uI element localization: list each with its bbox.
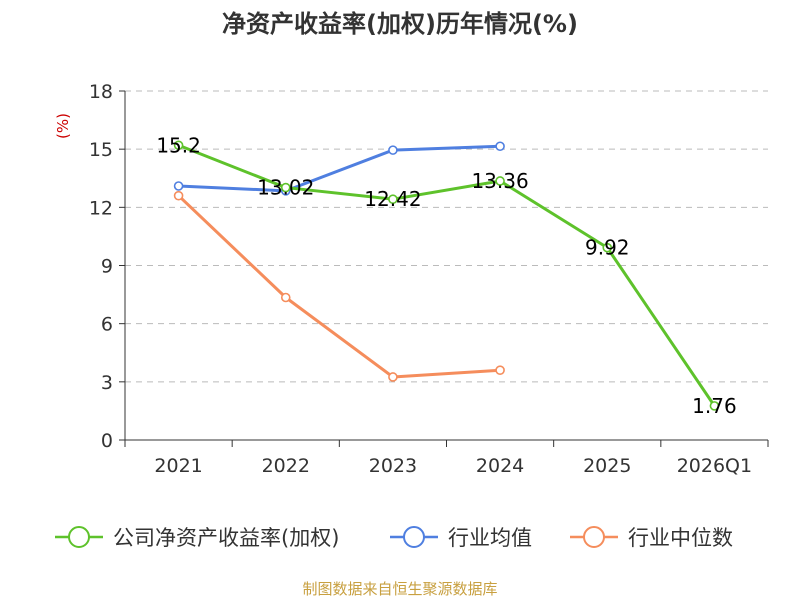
data-label: 1.76 bbox=[692, 394, 737, 418]
data-point bbox=[495, 141, 505, 152]
axes: 0 3 6 9 12 15 18 2021 2022 2023 2024 2025 2026Q1 bbox=[89, 81, 769, 477]
legend: 公司净资产收益率(加权) 行业均值 行业中位数 bbox=[55, 526, 733, 550]
legend-marker bbox=[68, 526, 90, 548]
y-tick-label: 18 bbox=[89, 81, 113, 103]
data-label: 13.36 bbox=[471, 169, 528, 193]
series-line bbox=[177, 194, 501, 379]
x-tick-label: 2023 bbox=[369, 455, 417, 477]
data-label: 12.42 bbox=[364, 187, 421, 211]
y-tick-label: 9 bbox=[101, 256, 113, 278]
chart-title: 净资产收益率(加权)历年情况(%) bbox=[222, 10, 578, 38]
x-tick-label: 2022 bbox=[262, 455, 310, 477]
legend-label: 行业中位数 bbox=[628, 526, 733, 550]
data-point bbox=[280, 182, 291, 193]
data-point bbox=[388, 145, 398, 155]
data-point bbox=[280, 292, 291, 303]
source-note: 制图数据来自恒生聚源数据库 bbox=[302, 580, 497, 598]
x-tick-label: 2025 bbox=[583, 455, 631, 477]
y-tick-label: 15 bbox=[89, 139, 113, 161]
legend-marker bbox=[403, 526, 425, 548]
x-tick-label: 2026Q1 bbox=[677, 455, 752, 477]
y-tick-label: 12 bbox=[89, 197, 113, 219]
series-line bbox=[178, 143, 716, 407]
x-tick-label: 2024 bbox=[476, 455, 524, 477]
legend-label: 公司净资产收益率(加权) bbox=[113, 526, 339, 550]
y-tick-label: 0 bbox=[101, 430, 113, 452]
series-line bbox=[178, 144, 501, 193]
data-point bbox=[388, 372, 398, 382]
data-point bbox=[602, 242, 613, 253]
data-label: 9.92 bbox=[585, 236, 630, 260]
data-label: 13.02 bbox=[257, 176, 314, 200]
data-point bbox=[173, 181, 184, 191]
y-tick-label: 6 bbox=[101, 314, 113, 336]
series-group bbox=[173, 140, 720, 411]
y-axis-label: (%) bbox=[54, 113, 72, 139]
legend-marker bbox=[583, 526, 605, 548]
x-tick-label: 2021 bbox=[154, 455, 202, 477]
y-tick-label: 3 bbox=[101, 372, 113, 394]
data-point bbox=[495, 176, 505, 186]
data-point bbox=[388, 194, 398, 204]
data-labels: 15.2 13.02 12.42 13.36 9.92 1.76 bbox=[156, 133, 736, 418]
legend-label: 行业均值 bbox=[448, 526, 532, 550]
data-point bbox=[709, 401, 720, 411]
data-point bbox=[495, 365, 505, 376]
data-point bbox=[173, 140, 184, 151]
data-label: 15.2 bbox=[156, 133, 201, 157]
data-point bbox=[173, 190, 184, 201]
